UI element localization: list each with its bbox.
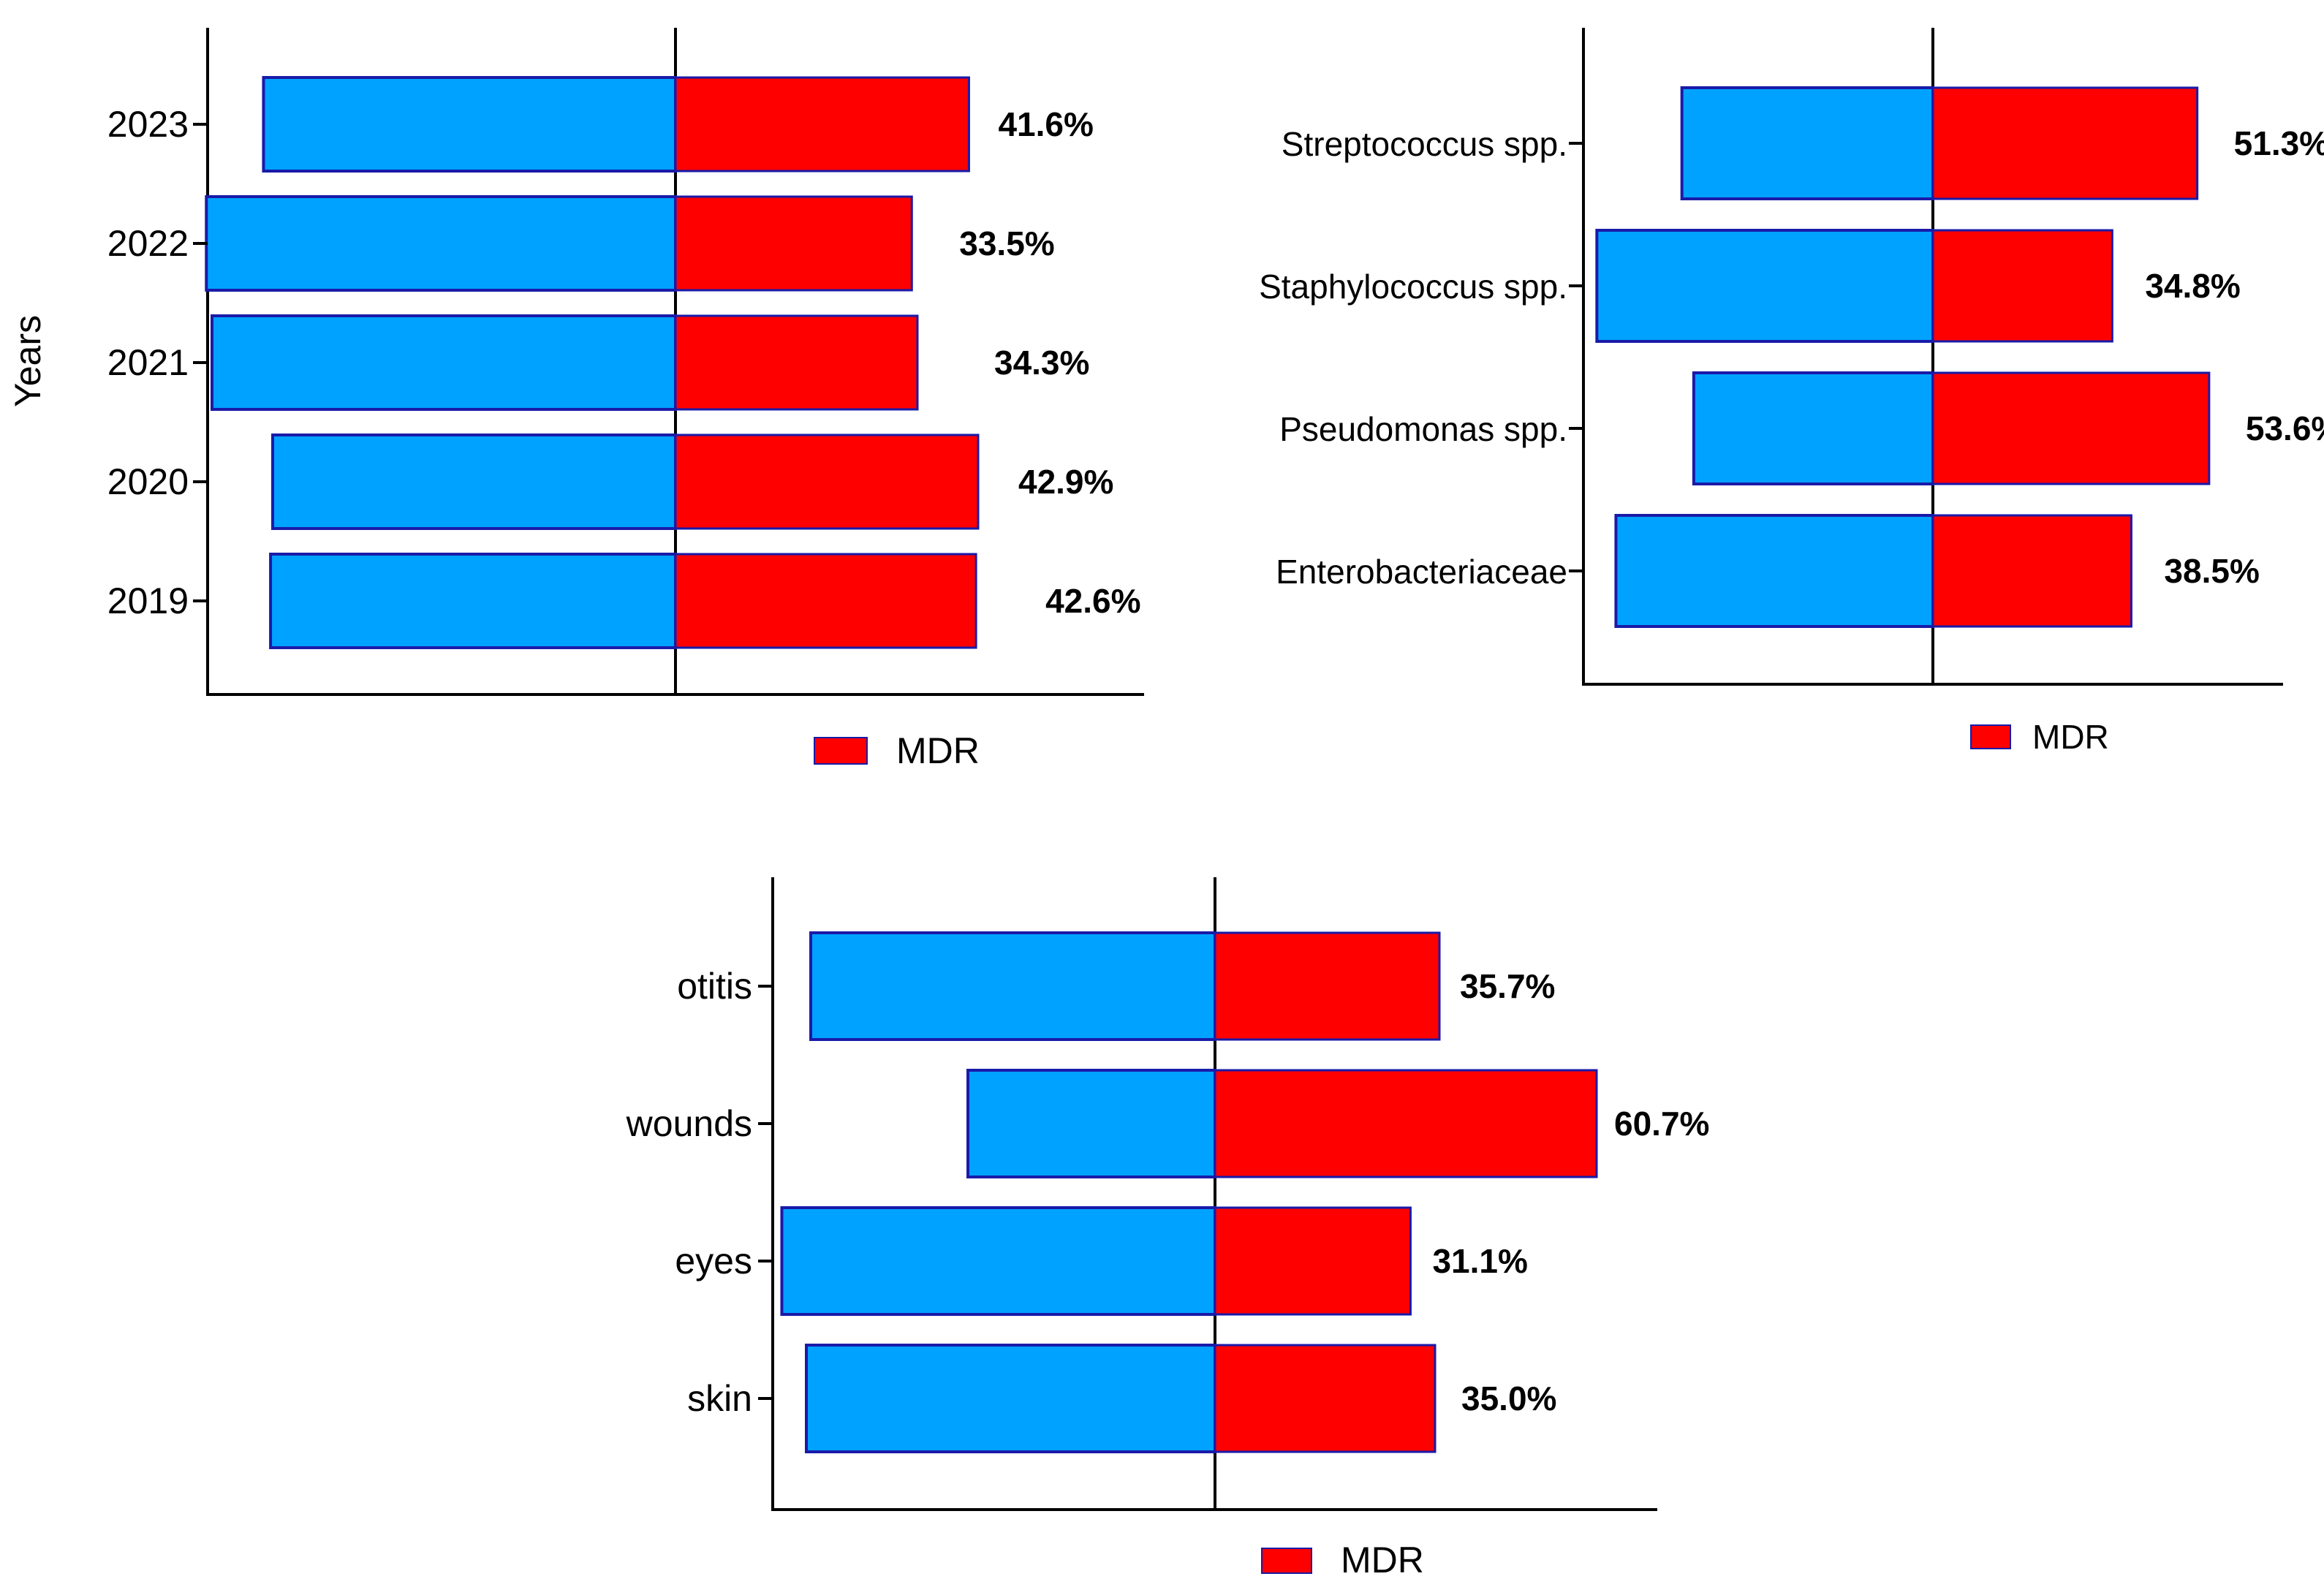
bar-non-mdr-wounds <box>966 1069 1217 1178</box>
category-label-2020: 2020 <box>107 461 189 502</box>
bar-mdr-wounds <box>1214 1069 1598 1178</box>
panel-bacteria: Streptococcus spp. 51.3% Staphylococcus sp… <box>1259 28 2324 756</box>
bar-non-mdr-2021 <box>210 314 677 411</box>
category-label-pseudomonas-spp: Pseudomonas spp. <box>1279 410 1567 448</box>
bar-non-mdr-eyes <box>780 1206 1216 1316</box>
bar-mdr-skin <box>1214 1344 1437 1453</box>
panel-years-legend: MDR <box>814 730 980 771</box>
bar-mdr-2019 <box>674 553 977 649</box>
legend-swatch-mdr <box>814 737 868 765</box>
data-label-streptococcus-spp: 51.3% <box>2234 124 2324 162</box>
bar-mdr-2020 <box>674 434 980 530</box>
data-label-2020: 42.9% <box>1018 463 1113 501</box>
category-label-eyes: eyes <box>675 1241 752 1282</box>
category-label-2023: 2023 <box>107 104 189 145</box>
legend-label-mdr: MDR <box>2032 718 2109 756</box>
data-label-enterobacteriaceae: 38.5% <box>2164 552 2259 590</box>
bar-non-mdr-otitis <box>809 931 1216 1041</box>
bar-non-mdr-pseudomonas-spp <box>1692 371 1934 485</box>
bar-mdr-eyes <box>1214 1206 1412 1316</box>
data-label-2021: 34.3% <box>994 344 1089 382</box>
panel-years-y-title: Years <box>7 315 48 407</box>
data-label-staphylococcus-spp: 34.8% <box>2145 267 2240 305</box>
bar-mdr-2023 <box>674 76 970 173</box>
bar-mdr-streptococcus-spp <box>1931 86 2199 200</box>
bar-mdr-otitis <box>1214 931 1441 1041</box>
bar-mdr-staphylococcus-spp <box>1931 229 2113 343</box>
bar-non-mdr-2019 <box>269 553 677 649</box>
data-label-2023: 41.6% <box>998 105 1093 143</box>
category-label-2022: 2022 <box>107 223 189 264</box>
legend-label-mdr: MDR <box>896 730 980 771</box>
category-label-skin: skin <box>687 1378 752 1419</box>
data-label-2019: 42.6% <box>1045 582 1140 620</box>
category-label-2019: 2019 <box>107 580 189 621</box>
bar-non-mdr-skin <box>805 1344 1216 1453</box>
data-label-skin: 35.0% <box>1461 1379 1556 1417</box>
bar-mdr-enterobacteriaceae <box>1931 514 2132 628</box>
bar-non-mdr-2020 <box>270 434 677 530</box>
bar-mdr-2022 <box>674 195 913 292</box>
bar-non-mdr-2023 <box>262 76 677 173</box>
bar-non-mdr-enterobacteriaceae <box>1614 514 1935 628</box>
panel-sites-legend: MDR <box>1261 1540 1424 1580</box>
bar-mdr-2021 <box>674 314 919 411</box>
panel-sites-bars: otitis 35.7% wounds 60.7% eyes 31.1% skin 35.0% <box>626 931 1709 1453</box>
legend-swatch-mdr <box>1261 1548 1312 1574</box>
bar-mdr-pseudomonas-spp <box>1931 371 2211 485</box>
panel-years: Years 2023 41.6% 2022 33.5% 2021 34.3% 2020 42.… <box>7 28 1144 771</box>
panel-bacteria-legend: MDR <box>1970 718 2109 756</box>
data-label-eyes: 31.1% <box>1432 1242 1527 1280</box>
legend-label-mdr: MDR <box>1341 1540 1424 1580</box>
category-label-streptococcus-spp: Streptococcus spp. <box>1282 125 1567 163</box>
panel-years-bars: 2023 41.6% 2022 33.5% 2021 34.3% 2020 42.9% 2019… <box>107 76 1141 649</box>
category-label-wounds: wounds <box>626 1103 752 1144</box>
bar-non-mdr-2022 <box>205 195 677 292</box>
bar-non-mdr-staphylococcus-spp <box>1595 229 1935 343</box>
category-label-staphylococcus-spp: Staphylococcus spp. <box>1259 268 1567 306</box>
data-label-pseudomonas-spp: 53.6% <box>2246 409 2324 447</box>
data-label-otitis: 35.7% <box>1460 967 1555 1005</box>
bar-non-mdr-streptococcus-spp <box>1680 86 1935 200</box>
panel-sites: otitis 35.7% wounds 60.7% eyes 31.1% skin 35.0%… <box>626 877 1709 1580</box>
legend-swatch-mdr <box>1970 724 2011 749</box>
category-label-otitis: otitis <box>677 966 752 1007</box>
category-label-enterobacteriaceae: Enterobacteriaceae <box>1276 553 1567 591</box>
data-label-wounds: 60.7% <box>1614 1105 1709 1143</box>
category-label-2021: 2021 <box>107 342 189 383</box>
data-label-2022: 33.5% <box>959 224 1054 262</box>
panel-bacteria-bars: Streptococcus spp. 51.3% Staphylococcus sp… <box>1259 86 2324 628</box>
